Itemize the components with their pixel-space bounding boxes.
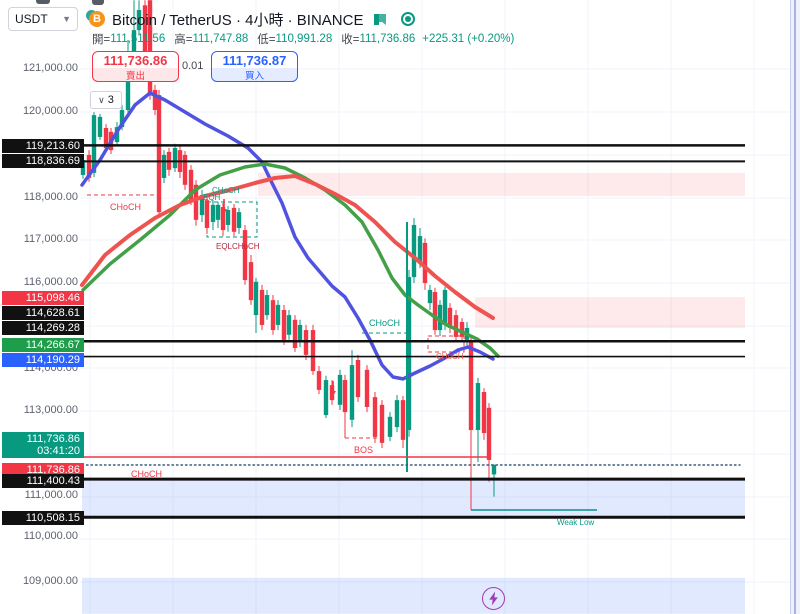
axis-label: 113,000.00 <box>23 404 78 416</box>
symbol-title-row: B Bitcoin / TetherUS · 4小時 · BINANCE <box>86 9 416 29</box>
svg-text:CHoCH: CHoCH <box>110 202 141 212</box>
axis-price-tag: 114,266.67 <box>2 338 84 352</box>
high-value: 111,747.88 <box>192 33 249 45</box>
sell-price: 111,736.86 <box>103 52 168 68</box>
ohlc-row: 開= 111,511.56 高= 111,747.88 低= 110,991.28 收… <box>92 31 514 47</box>
sell-label: 賣出 <box>93 68 178 81</box>
axis-price-tag: 118,836.69 <box>2 154 84 168</box>
buy-label: 買入 <box>212 68 297 81</box>
lightning-button[interactable] <box>482 587 505 610</box>
grid <box>80 0 790 614</box>
top-edge-pill <box>36 0 50 4</box>
sell-button[interactable]: 111,736.86 賣出 <box>92 51 179 82</box>
axis-label: 109,000.00 <box>22 575 78 587</box>
moving-averages <box>80 91 500 381</box>
pair-icon: B <box>86 10 106 28</box>
high-label: 高= <box>174 34 193 46</box>
svg-text:BOS: BOS <box>354 445 373 455</box>
indicator-count: 3 <box>107 94 114 106</box>
svg-text:CHoCH: CHoCH <box>436 352 464 361</box>
axis-price-tag: 111,400.43 <box>2 474 84 488</box>
axis-price-tag: 111,736.86 <box>2 463 84 477</box>
zones <box>82 172 745 614</box>
buy-price: 111,736.87 <box>222 52 287 68</box>
candles <box>80 0 497 497</box>
flag-icon[interactable] <box>373 13 387 26</box>
axis-price-tag: 119,213.60 <box>2 139 84 153</box>
close-label: 收= <box>341 34 360 46</box>
ma-slow-red <box>80 174 495 320</box>
svg-text:CHoCH: CHoCH <box>369 318 400 328</box>
quote-currency-select[interactable]: USDT ▼ <box>8 7 78 31</box>
axis-label: 121,000.00 <box>22 62 78 74</box>
price-lines <box>81 222 741 511</box>
annotation-lines <box>87 194 465 439</box>
axis-label: 110,000.00 <box>23 530 78 542</box>
axis-label: 116,000.00 <box>23 276 78 288</box>
axis-price-tag: 110,508.15 <box>2 511 84 525</box>
chevron-down-icon: ▼ <box>62 14 71 24</box>
change-value: +225.31 (+0.20%) <box>422 33 515 45</box>
axis-price-tag: 114,269.28 <box>2 321 84 335</box>
bitcoin-icon: B <box>89 11 105 27</box>
right-scrollbar[interactable] <box>790 0 800 614</box>
buy-button[interactable]: 111,736.87 買入 <box>211 51 298 82</box>
open-label: 開= <box>92 34 111 46</box>
axis-price-tag: 115,098.46 <box>2 291 84 305</box>
axis-label: 120,000.00 <box>22 105 78 117</box>
lightning-icon <box>489 591 498 606</box>
axis-price-tag: 114,190.29 <box>2 353 84 367</box>
top-edge-pill <box>92 0 104 5</box>
svg-text:EQH: EQH <box>203 193 221 202</box>
ma-fast-blue <box>80 91 495 381</box>
low-value: 110,991.28 <box>275 33 333 45</box>
low-label: 低= <box>257 34 276 46</box>
scrollbar-thumb[interactable] <box>794 0 796 614</box>
close-value: 111,736.86 <box>359 33 416 45</box>
symbol-title[interactable]: Bitcoin / TetherUS · 4小時 · BINANCE <box>112 11 364 29</box>
axis-label: 111,000.00 <box>24 489 78 501</box>
svg-text:Weak Low: Weak Low <box>557 518 594 527</box>
axis-price-tag: 114,628.61 <box>2 306 84 320</box>
chevron-down-icon: ∨ <box>98 94 105 105</box>
svg-text:CHoCH: CHoCH <box>212 186 240 195</box>
ma-mid-green <box>81 162 500 358</box>
current-price-tag: 111,736.86 03:41:20 <box>2 432 84 458</box>
spread-value: 0.01 <box>182 60 204 72</box>
svg-text:CHoCH: CHoCH <box>131 469 162 479</box>
market-status-icon[interactable] <box>401 12 416 26</box>
indicators-collapse-button[interactable]: ∨ 3 <box>90 91 122 109</box>
axis-label: 117,000.00 <box>23 233 78 245</box>
open-value: 111,511.56 <box>110 33 166 45</box>
svg-text:EQLCHoCH: EQLCHoCH <box>216 242 260 251</box>
levels <box>82 144 745 519</box>
axis-label: 118,000.00 <box>23 191 78 203</box>
quote-currency-label: USDT <box>15 12 48 26</box>
